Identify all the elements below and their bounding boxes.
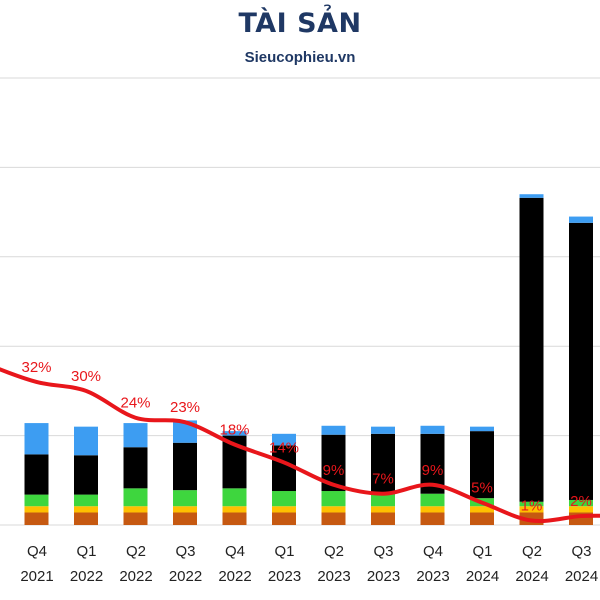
x-tick-quarter: Q2 (324, 543, 344, 560)
x-tick-quarter: Q4 (225, 543, 245, 560)
bar-segment (74, 455, 98, 495)
bar-segment (24, 494, 49, 507)
bar-segment (371, 512, 395, 525)
x-tick-year: 2023 (268, 568, 301, 585)
bar-segment (569, 506, 593, 513)
bar-segment (173, 506, 197, 513)
data-label: 24% (120, 395, 150, 412)
bar-segment (173, 490, 197, 507)
x-tick-quarter: Q1 (76, 543, 96, 560)
x-tick-year: 2024 (565, 568, 598, 585)
bar-segment (519, 506, 544, 513)
bar-segment (420, 512, 445, 525)
data-label: 9% (323, 462, 345, 479)
x-tick-quarter: Q1 (274, 543, 294, 560)
bar-segment (272, 506, 296, 513)
bar-segment (123, 488, 148, 507)
x-tick-year: 2023 (416, 568, 449, 585)
chart-subtitle: Sieucophieu.vn (244, 49, 356, 66)
bar-segment (470, 512, 494, 525)
bar-segment (470, 426, 494, 432)
bar-segment (222, 488, 247, 507)
data-label: 30% (71, 368, 101, 385)
bar-segment (74, 494, 98, 507)
bar-segment (470, 506, 494, 513)
bar-segment (519, 197, 544, 502)
x-tick-quarter: Q1 (472, 543, 492, 560)
bar-segment (222, 506, 247, 513)
bar-segment (173, 442, 197, 491)
bar-segment (470, 431, 494, 499)
bar-segment (420, 425, 445, 434)
x-tick-year: 2022 (119, 568, 152, 585)
x-tick-year: 2022 (70, 568, 103, 585)
x-tick-quarter: Q4 (423, 543, 443, 560)
bars (24, 194, 593, 525)
bar-segment (74, 512, 98, 525)
bar-segment (569, 499, 593, 507)
bar-segment (420, 493, 445, 507)
bar-segment (321, 491, 346, 507)
data-label: 1% (521, 498, 543, 515)
x-tick-quarter: Q4 (27, 543, 47, 560)
gridlines (0, 77, 600, 526)
bar-segment (173, 512, 197, 525)
bar-segment (123, 512, 148, 525)
bar-segment (569, 222, 593, 500)
data-label: 7% (372, 471, 394, 488)
data-label: 32% (21, 359, 51, 376)
ratio-line (0, 367, 600, 524)
data-label: 9% (422, 462, 444, 479)
bar-segment (519, 194, 544, 198)
x-tick-year: 2023 (367, 568, 400, 585)
data-labels: %32%30%24%23%18%14%9%7%9%5%1%2% (21, 359, 592, 515)
data-label: 2% (570, 493, 592, 510)
x-tick-year: 2024 (466, 568, 499, 585)
bar-segment (123, 423, 148, 448)
x-tick-quarter: Q3 (373, 543, 393, 560)
bar-segment (371, 506, 395, 513)
bar-segment (371, 426, 395, 434)
bar-segment (24, 512, 49, 525)
bar-segment (24, 423, 49, 455)
bar-segment (371, 493, 395, 507)
x-tick-quarter: Q3 (175, 543, 195, 560)
data-label: 23% (170, 399, 200, 416)
bar-segment (24, 506, 49, 513)
data-label: 5% (471, 480, 493, 497)
bar-segment (222, 431, 247, 436)
bar-segment (74, 426, 98, 456)
bar-segment (123, 447, 148, 489)
bar-segment (519, 501, 544, 507)
ratio-line-path (0, 367, 600, 524)
bar-segment (420, 506, 445, 513)
bar-segment (24, 454, 49, 495)
bar-segment (321, 512, 346, 525)
x-tick-quarter: Q2 (522, 543, 542, 560)
data-label: 14% (269, 439, 299, 456)
data-label: 18% (219, 422, 249, 439)
x-tick-quarter: Q2 (126, 543, 146, 560)
bar-segment (123, 506, 148, 513)
x-tick-year: 2024 (515, 568, 548, 585)
x-tick-year: 2023 (317, 568, 350, 585)
x-tick-year: 2022 (169, 568, 202, 585)
bar-segment (222, 512, 247, 525)
x-tick-year: 2022 (218, 568, 251, 585)
bar-segment (272, 512, 296, 525)
bar-segment (321, 506, 346, 513)
x-tick-quarter: Q3 (571, 543, 591, 560)
bar-segment (272, 445, 296, 492)
bar-segment (272, 433, 296, 446)
bar-segment (321, 425, 346, 435)
chart-title: TÀI SẢN (238, 8, 362, 39)
bar-segment (569, 216, 593, 223)
x-axis: 1Q42021Q12022Q22022Q32022Q42022Q12023Q22… (20, 543, 598, 585)
bar-segment (371, 433, 395, 494)
bar-segment (272, 491, 296, 507)
bar-segment (74, 506, 98, 513)
x-tick-year: 2021 (20, 568, 53, 585)
